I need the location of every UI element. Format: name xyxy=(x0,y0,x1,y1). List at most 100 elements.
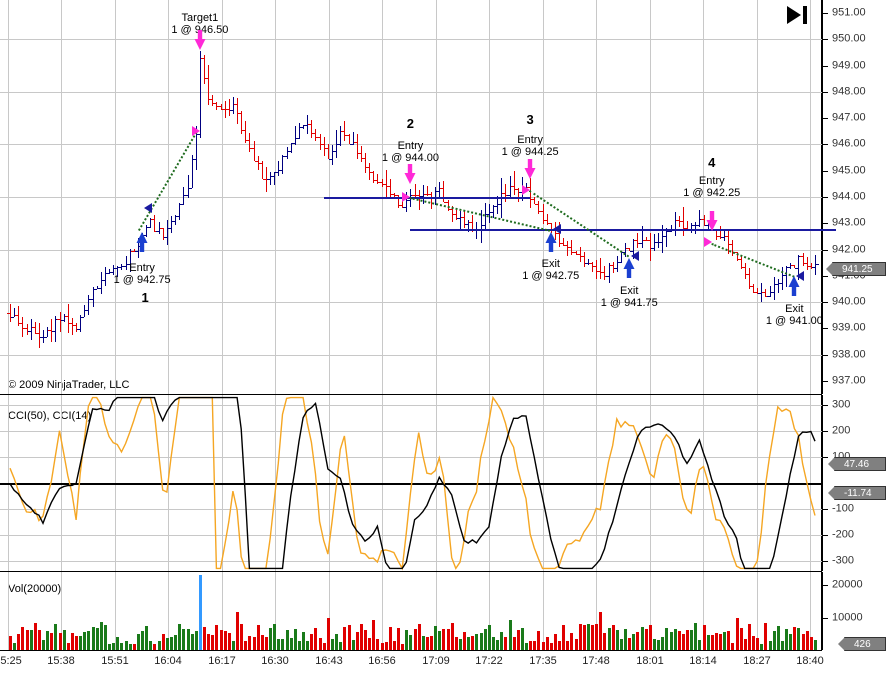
cci-axis[interactable] xyxy=(822,395,888,571)
annotation-detail: 1 @ 942.75 xyxy=(113,274,171,286)
price-bar-open-tick xyxy=(746,274,749,275)
price-bar xyxy=(353,131,354,146)
price-bar xyxy=(295,125,296,145)
price-bar-open-tick xyxy=(800,256,803,257)
volume-bar xyxy=(182,628,185,650)
volume-bar xyxy=(686,629,689,650)
price-bar xyxy=(629,247,630,252)
price-bar xyxy=(377,173,378,185)
volume-bar xyxy=(137,633,140,650)
price-bar xyxy=(518,188,519,203)
price-bar xyxy=(563,238,564,247)
price-axis-label: 938.00 xyxy=(832,348,866,361)
volume-bar xyxy=(504,636,507,650)
volume-bar xyxy=(727,630,730,650)
price-bar-open-tick xyxy=(705,225,708,226)
price-bar xyxy=(349,133,350,144)
price-bar-open-tick xyxy=(118,267,121,268)
volume-bar xyxy=(715,633,718,650)
price-bar xyxy=(402,200,403,208)
blue-fill-marker-icon xyxy=(796,270,805,281)
price-bar xyxy=(113,265,114,276)
volume-bar xyxy=(814,640,817,650)
price-bar xyxy=(559,221,560,248)
play-to-end-icon[interactable] xyxy=(787,6,807,24)
price-bar-open-tick xyxy=(205,78,208,79)
volume-bar xyxy=(54,623,57,650)
price-bar-open-tick xyxy=(593,266,596,267)
volume-bar xyxy=(13,642,16,650)
price-bar-open-tick xyxy=(692,225,695,226)
volume-bar xyxy=(42,639,45,650)
cci-axis-label: 200 xyxy=(832,424,851,437)
price-bar xyxy=(320,133,321,151)
price-bar xyxy=(419,189,420,210)
volume-bar xyxy=(310,634,313,650)
annotation-detail: 1 @ 944.25 xyxy=(501,146,559,158)
gridline-horizontal xyxy=(0,355,822,356)
price-bar xyxy=(101,271,102,294)
volume-bar xyxy=(368,638,371,650)
time-axis-label: 18:40 xyxy=(796,655,824,667)
price-bar-open-tick xyxy=(156,231,159,232)
price-bar xyxy=(146,224,147,237)
price-bar-open-tick xyxy=(209,99,212,100)
price-bar xyxy=(737,251,738,261)
volume-bar xyxy=(558,640,561,650)
volume-bar xyxy=(570,632,573,650)
volume-bar xyxy=(409,634,412,650)
price-bar-open-tick xyxy=(445,202,448,203)
price-bar-open-tick xyxy=(535,204,538,205)
volume-bar xyxy=(67,642,70,650)
axis-tick xyxy=(822,381,828,382)
annotation-title: Entry xyxy=(698,175,725,187)
gridline-horizontal xyxy=(0,457,822,458)
volume-bar xyxy=(401,644,404,650)
price-bar-open-tick xyxy=(304,125,307,126)
price-bar xyxy=(423,184,424,205)
volume-bar xyxy=(632,633,635,650)
gridline-vertical xyxy=(703,572,704,650)
price-bar-open-tick xyxy=(655,242,658,243)
price-bar-open-tick xyxy=(626,248,629,249)
price-bar-open-tick xyxy=(502,193,505,194)
price-bar xyxy=(225,101,226,119)
price-bar xyxy=(745,263,746,280)
price-bar xyxy=(452,205,453,222)
price-bar xyxy=(336,130,337,159)
price-bar xyxy=(427,185,428,196)
volume-bar xyxy=(641,627,644,650)
volume-bar xyxy=(793,627,796,650)
price-bar xyxy=(666,227,667,248)
price-bar-open-tick xyxy=(610,265,613,266)
time-axis-label: 15:51 xyxy=(101,655,129,667)
price-bar xyxy=(183,186,184,206)
volume-bar xyxy=(244,641,247,650)
price-bar-open-tick xyxy=(663,236,666,237)
price-bar-open-tick xyxy=(370,172,373,173)
price-bar xyxy=(373,170,374,183)
trade-number-label: 4 xyxy=(708,155,716,170)
price-bar-open-tick xyxy=(358,153,361,154)
price-bar-open-tick xyxy=(507,195,510,196)
time-axis-label: 18:01 xyxy=(636,655,664,667)
price-bar xyxy=(237,97,238,125)
price-bar xyxy=(761,283,762,303)
price-bar xyxy=(270,171,271,186)
price-bar-open-tick xyxy=(292,143,295,144)
price-bar xyxy=(249,133,250,152)
volume-axis-label: 10000 xyxy=(832,611,863,624)
price-bar xyxy=(448,200,449,212)
price-bar xyxy=(493,205,494,218)
price-axis-label: 951.00 xyxy=(832,6,866,19)
price-bar xyxy=(365,153,366,173)
price-bar-open-tick xyxy=(387,186,390,187)
price-bar xyxy=(328,144,329,159)
annotation-detail: 1 @ 941.75 xyxy=(600,297,658,309)
volume-axis[interactable] xyxy=(822,572,888,650)
price-bar xyxy=(406,192,407,212)
volume-bar xyxy=(674,628,677,650)
price-bar xyxy=(547,213,548,226)
volume-bar xyxy=(806,630,809,650)
annotation-title: Exit xyxy=(785,303,804,315)
